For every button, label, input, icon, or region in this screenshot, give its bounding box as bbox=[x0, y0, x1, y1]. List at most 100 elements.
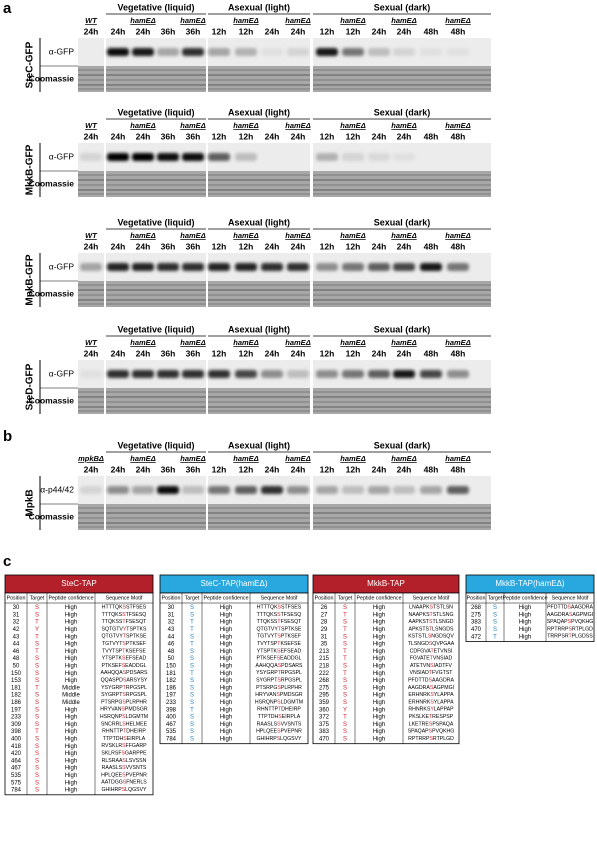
motif-part: VNSIAD bbox=[410, 671, 430, 677]
motif-part: AGPMGI bbox=[433, 685, 454, 691]
motif-part: LSVSSN bbox=[126, 758, 147, 764]
motif-part: T bbox=[278, 707, 282, 713]
confidence: High bbox=[373, 722, 385, 728]
position: 32 bbox=[13, 620, 20, 626]
motif-part: VVSNTS bbox=[281, 722, 302, 728]
confidence: High bbox=[65, 627, 77, 633]
time-label: 24h bbox=[84, 241, 99, 251]
protein-band bbox=[208, 370, 230, 378]
protein-band bbox=[208, 153, 230, 161]
motif-part: T bbox=[278, 671, 282, 677]
confidence: High bbox=[65, 656, 77, 662]
motif-part: S bbox=[277, 700, 281, 706]
protein-band bbox=[107, 153, 129, 161]
motif-part: S bbox=[123, 671, 127, 677]
motif-part: LSNGDS bbox=[432, 627, 454, 633]
motif-part: RESPSP bbox=[432, 714, 454, 720]
confidence: High bbox=[65, 758, 77, 764]
motif-part: S bbox=[277, 678, 281, 684]
motif-part: S bbox=[123, 780, 127, 786]
motif-part: AAHQQA bbox=[100, 671, 123, 677]
motif-part: ARSYSY bbox=[126, 678, 148, 684]
confidence: High bbox=[65, 773, 77, 779]
motif-part: IADTFV bbox=[434, 663, 453, 669]
row-label: α-GFP bbox=[49, 261, 75, 271]
motif-part: FFGARP bbox=[126, 744, 148, 750]
time-label: 12h bbox=[212, 241, 227, 251]
motif-part: VNSIAD bbox=[433, 656, 453, 662]
confidence: High bbox=[220, 736, 232, 742]
motif-part: S bbox=[430, 605, 434, 611]
position: 197 bbox=[166, 693, 177, 699]
motif-part: YSYGRP bbox=[101, 685, 123, 691]
position: 295 bbox=[319, 693, 330, 699]
target: S bbox=[35, 612, 39, 618]
position: 359 bbox=[319, 700, 330, 706]
position: 46 bbox=[168, 642, 175, 648]
protein-band bbox=[316, 153, 338, 161]
position: 470 bbox=[471, 627, 482, 633]
motif-part: T bbox=[122, 649, 126, 655]
row-label: α-GFP bbox=[49, 368, 75, 378]
position: 30 bbox=[168, 605, 175, 611]
target: S bbox=[35, 780, 39, 786]
motif-part: PFDTTD bbox=[547, 605, 568, 611]
motif-part: PTKSEF bbox=[102, 663, 122, 669]
sequence-motif: AAHQQASPDSARS bbox=[100, 671, 148, 677]
genotype-label: WT bbox=[85, 16, 98, 25]
motif-part: STLSNG bbox=[433, 612, 454, 618]
time-label: 24h bbox=[265, 348, 280, 358]
motif-part: RLSRAA bbox=[102, 758, 123, 764]
motif-part: FGVATE bbox=[410, 656, 431, 662]
motif-part: S bbox=[277, 722, 281, 728]
position: 375 bbox=[319, 722, 330, 728]
protein-band bbox=[182, 153, 204, 161]
protein-band bbox=[316, 263, 338, 271]
protein-band bbox=[393, 153, 415, 161]
sequence-motif: RAASLSSVVSNTS bbox=[102, 765, 147, 771]
genotype-label: hamEΔ bbox=[233, 16, 258, 25]
motif-part: S bbox=[278, 663, 282, 669]
motif-part: AAGDRA bbox=[571, 605, 593, 611]
time-label: 48h bbox=[424, 131, 439, 141]
time-label: 12h bbox=[320, 241, 335, 251]
time-label: 24h bbox=[372, 241, 387, 251]
time-label: 24h bbox=[265, 131, 280, 141]
sequence-motif: QTGTVYTSPTKSE bbox=[102, 634, 148, 640]
genotype-label: mpkBΔ bbox=[78, 454, 104, 463]
target: T bbox=[343, 671, 347, 677]
motif-part: S bbox=[278, 605, 282, 611]
position: 48 bbox=[168, 649, 175, 655]
motif-part: S bbox=[277, 736, 281, 742]
motif-part: PFDTTD bbox=[408, 678, 429, 684]
target: T bbox=[343, 612, 347, 618]
target: S bbox=[493, 612, 497, 618]
protein-band bbox=[261, 48, 283, 56]
protein-band bbox=[342, 153, 364, 161]
motif-part: LAPPAP bbox=[434, 707, 454, 713]
confidence: High bbox=[65, 751, 77, 757]
genotype-label: hamEΔ bbox=[340, 454, 365, 463]
motif-part: TVYTSP bbox=[257, 641, 278, 647]
column-header: Position bbox=[162, 595, 181, 601]
motif-part: YTSPTK bbox=[102, 656, 123, 662]
genotype-label: hamEΔ bbox=[445, 454, 470, 463]
protein-band bbox=[420, 486, 442, 494]
position: 32 bbox=[168, 620, 175, 626]
motif-part: T bbox=[429, 671, 433, 677]
target: S bbox=[343, 722, 347, 728]
time-label: 24h bbox=[372, 26, 387, 36]
position: 233 bbox=[166, 700, 177, 706]
motif-part: S bbox=[568, 619, 572, 625]
confidence: High bbox=[220, 649, 232, 655]
position: 43 bbox=[168, 627, 175, 633]
sequence-motif: HSRQNPSLDGMTM bbox=[100, 714, 148, 720]
confidence: High bbox=[65, 729, 77, 735]
motif-part: RVSKLR bbox=[101, 744, 122, 750]
motif-part: TFSESQ bbox=[126, 612, 147, 618]
motif-part: HPLQEE bbox=[101, 773, 123, 779]
motif-part: T bbox=[430, 612, 434, 618]
time-label: 48h bbox=[424, 464, 439, 474]
target: T bbox=[343, 627, 347, 633]
time-label: 24h bbox=[111, 464, 126, 474]
